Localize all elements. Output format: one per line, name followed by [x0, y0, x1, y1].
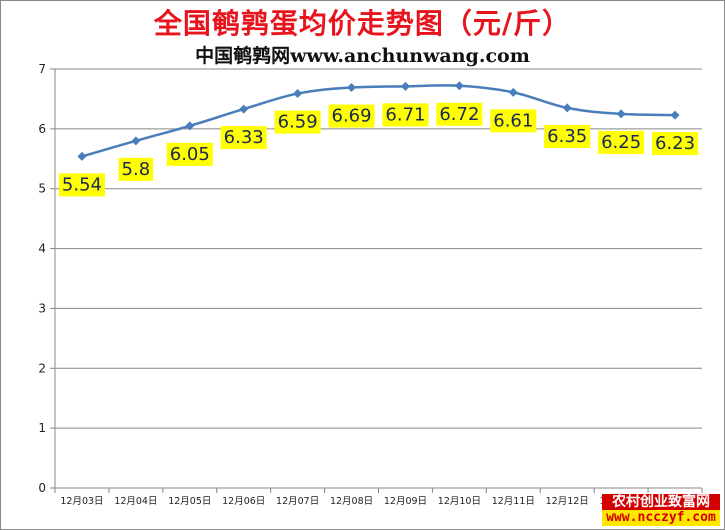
data-point [239, 104, 249, 114]
data-label-text: 6.33 [224, 127, 264, 148]
y-tick-label: 5 [38, 182, 46, 196]
data-point [293, 89, 303, 99]
data-label: 6.69 [328, 104, 375, 128]
x-tick-label: 12月10日 [438, 496, 481, 507]
data-label: 6.61 [490, 109, 537, 133]
y-tick-label: 7 [38, 62, 46, 76]
data-label-bg [166, 142, 213, 166]
data-label-bg [220, 126, 267, 150]
data-label: 6.25 [598, 130, 645, 154]
y-tick-label: 4 [38, 242, 46, 256]
data-label-text: 6.61 [493, 110, 533, 131]
y-tick-label: 2 [38, 361, 46, 375]
data-label: 6.59 [274, 110, 321, 134]
data-label-bg [328, 104, 375, 128]
data-label-text: 6.69 [332, 106, 372, 127]
data-label-bg [652, 132, 699, 156]
x-tick-label: 12月06日 [222, 496, 265, 507]
data-label: 6.23 [652, 132, 699, 156]
x-tick-label: 12月09日 [384, 496, 427, 507]
data-label-bg [274, 110, 321, 134]
data-point [400, 81, 410, 91]
data-point [185, 121, 195, 131]
chart-subtitle: 中国鹌鹑网www.anchunwang.com [195, 45, 530, 67]
data-label-text: 5.8 [122, 159, 151, 180]
data-label: 6.05 [166, 142, 213, 166]
data-label-text: 6.71 [385, 104, 425, 125]
watermark-site-name: 农村创业致富网 [602, 494, 720, 510]
series-line [81, 84, 676, 158]
data-point [670, 110, 680, 120]
data-label: 5.8 [118, 157, 154, 181]
data-label-bg [436, 102, 483, 126]
data-point [131, 136, 141, 146]
watermark-badge: 农村创业致富网 www.ncczyf.com [600, 493, 722, 527]
y-tick-label: 3 [38, 301, 46, 315]
data-label-bg [382, 103, 429, 127]
data-label-text: 6.25 [601, 132, 641, 153]
data-label: 5.54 [58, 173, 105, 197]
watermark-url: www.ncczyf.com [602, 510, 720, 526]
data-label-text: 5.54 [62, 174, 102, 195]
data-label-bg [598, 130, 645, 154]
data-point [508, 87, 518, 97]
data-label-bg [58, 173, 105, 197]
data-point [77, 151, 87, 161]
x-tick-label: 12月03日 [60, 496, 103, 507]
data-label: 6.35 [544, 124, 591, 148]
x-tick-label: 12月05日 [168, 496, 211, 507]
data-label-text: 6.35 [547, 126, 587, 147]
data-point [454, 81, 464, 91]
x-tick-label: 12月08日 [330, 496, 373, 507]
x-tick-label: 12月04日 [114, 496, 157, 507]
data-label-bg [118, 157, 154, 181]
x-tick-label: 12月12日 [546, 496, 589, 507]
data-label-text: 6.72 [439, 104, 479, 125]
y-tick-label: 6 [38, 122, 46, 136]
data-label: 6.71 [382, 103, 429, 127]
chart-title: 全国鹌鹑蛋均价走势图（元/斤） [153, 7, 572, 40]
data-label-text: 6.05 [170, 144, 210, 165]
data-label-bg [490, 109, 537, 133]
x-tick-label: 12月11日 [492, 496, 535, 507]
y-tick-label: 0 [38, 481, 46, 495]
x-tick-label: 12月07日 [276, 496, 319, 507]
data-label: 6.72 [436, 102, 483, 126]
data-label-text: 6.23 [655, 133, 695, 154]
data-point [562, 103, 572, 113]
data-point [347, 83, 357, 93]
data-point [616, 109, 626, 119]
data-label-bg [544, 124, 591, 148]
data-label: 6.33 [220, 126, 267, 150]
y-tick-label: 1 [38, 421, 46, 435]
data-label-text: 6.59 [278, 112, 318, 133]
